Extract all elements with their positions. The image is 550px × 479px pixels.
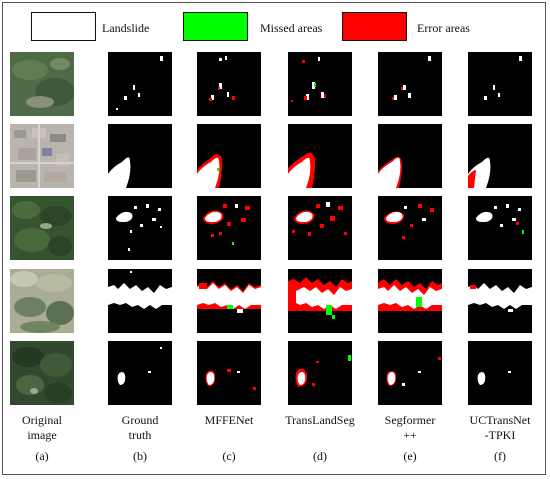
column-label-translandseg: TransLandSeg <box>285 413 355 427</box>
uctransnet-row5 <box>468 341 532 405</box>
segformer-row5 <box>378 341 442 405</box>
ground-truth-row4 <box>108 269 172 333</box>
ground-truth-row5 <box>108 341 172 405</box>
legend-swatch-missed <box>183 12 248 41</box>
mffenet-row5 <box>197 341 261 405</box>
original-image-row5 <box>10 341 74 405</box>
segformer-row3 <box>378 196 442 260</box>
uctransnet-row2 <box>468 124 532 188</box>
original-image-row3 <box>10 196 74 260</box>
original-image-row2 <box>10 124 74 188</box>
column-letter-e: (e) <box>403 449 417 463</box>
mffenet-row2 <box>197 124 261 188</box>
original-image-row1 <box>10 52 74 116</box>
column-label-uctransnet: UCTransNet -TPKI <box>469 413 531 442</box>
ground-truth-row2 <box>108 124 172 188</box>
mffenet-row4 <box>197 269 261 333</box>
original-image-row4 <box>10 269 74 333</box>
mffenet-row3 <box>197 196 261 260</box>
uctransnet-row4 <box>468 269 532 333</box>
legend-swatch-landslide <box>31 12 96 41</box>
uctransnet-row3 <box>468 196 532 260</box>
legend-swatch-error <box>342 12 407 41</box>
column-label-ground-truth: Ground truth <box>121 413 159 442</box>
mffenet-row1 <box>197 52 261 116</box>
column-letter-c: (c) <box>222 449 236 463</box>
legend-label-error: Error areas <box>417 21 470 35</box>
ground-truth-row1 <box>108 52 172 116</box>
column-letter-b: (b) <box>133 449 147 463</box>
figure-panel: Landslide Missed areas Error areas <box>2 2 546 475</box>
column-letter-d: (d) <box>313 449 327 463</box>
segformer-row1 <box>378 52 442 116</box>
translandseg-row5 <box>288 341 352 405</box>
ground-truth-row3 <box>108 196 172 260</box>
legend-label-landslide: Landslide <box>102 21 150 35</box>
column-letter-a: (a) <box>35 449 49 463</box>
translandseg-row1 <box>288 52 352 116</box>
segformer-row4 <box>378 269 442 333</box>
column-label-segformer: Segformer ++ <box>384 413 436 442</box>
translandseg-row3 <box>288 196 352 260</box>
translandseg-row4 <box>288 269 352 333</box>
segformer-row2 <box>378 124 442 188</box>
translandseg-row2 <box>288 124 352 188</box>
column-label-original: Original image <box>22 413 62 442</box>
column-label-mffenet: MFFENet <box>204 413 254 427</box>
column-letter-f: (f) <box>494 449 506 463</box>
legend-label-missed: Missed areas <box>260 21 323 35</box>
uctransnet-row1 <box>468 52 532 116</box>
